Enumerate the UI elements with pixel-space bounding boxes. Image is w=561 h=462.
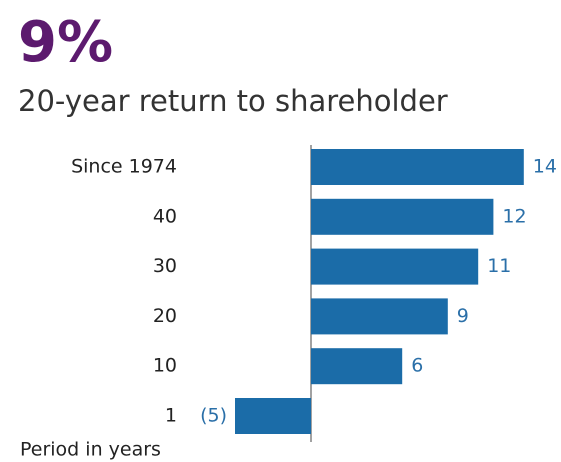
y-tick-label: 10 — [153, 355, 177, 377]
data-label: 12 — [502, 205, 526, 227]
data-label: 11 — [487, 255, 511, 277]
y-tick-label: Since 1974 — [71, 156, 177, 178]
data-label: (5) — [200, 405, 227, 427]
bar — [235, 398, 311, 434]
bar — [311, 149, 524, 185]
chart-title: 9% — [18, 10, 113, 75]
y-tick-label: 30 — [153, 255, 177, 277]
bar — [311, 298, 448, 335]
y-tick-label: 1 — [165, 405, 177, 427]
y-tick-label: 20 — [153, 305, 177, 327]
bar — [311, 248, 479, 285]
y-tick-label: 40 — [153, 205, 177, 227]
data-label: 14 — [533, 156, 557, 178]
data-label: 6 — [411, 355, 423, 377]
bar — [311, 198, 494, 235]
bar — [311, 348, 403, 385]
axis-label: Period in years — [20, 439, 161, 461]
chart-subtitle: 20-year return to shareholder — [18, 84, 448, 118]
data-label: 9 — [457, 305, 469, 327]
